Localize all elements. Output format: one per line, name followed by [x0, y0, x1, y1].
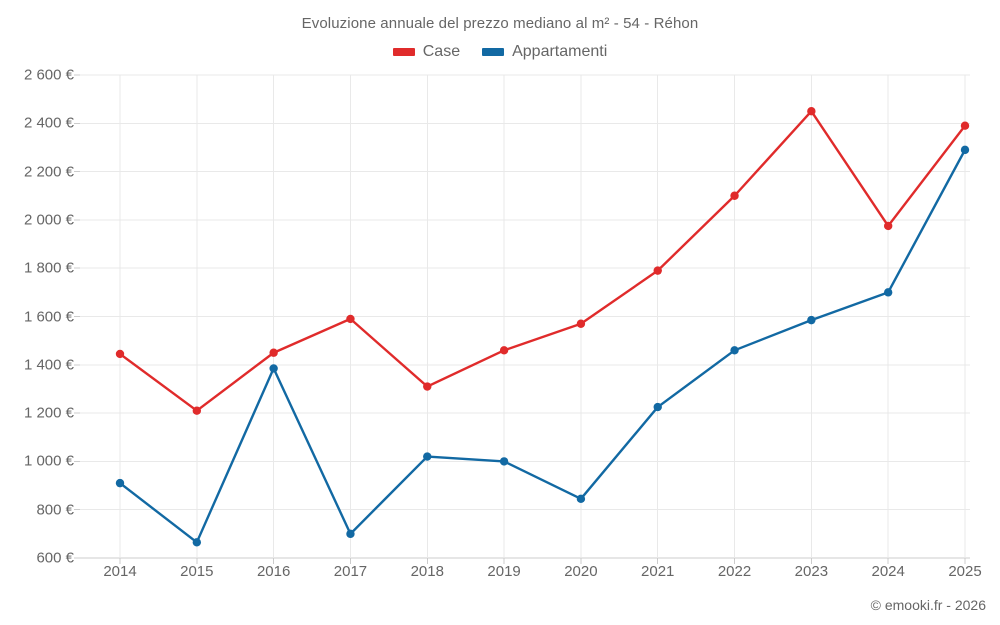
y-axis-tick-label: 2 000 € [23, 211, 74, 229]
data-point[interactable]: 2020: 1570 [576, 319, 586, 328]
x-axis-tick-label: 2020 [564, 563, 598, 580]
data-point[interactable]: 2015: 1210 [192, 406, 202, 415]
legend-swatch-appartamenti [482, 48, 505, 56]
y-axis-tick-label: 2 400 € [23, 114, 74, 132]
x-axis-tick-label: 2023 [794, 563, 829, 580]
y-axis-tick-label: 1 400 € [23, 356, 74, 374]
x-axis-tick-label: 2022 [717, 563, 752, 580]
x-axis-tick-label: 2024 [871, 563, 905, 580]
data-point[interactable]: 2021: 1225 [653, 402, 662, 412]
data-point[interactable]: 2024: 1700 [883, 288, 893, 297]
data-point[interactable]: 2016: 1385 [269, 364, 278, 373]
chart-legend: Case Appartamenti [0, 44, 1000, 60]
data-point[interactable]: 2018: 1020 [423, 452, 432, 461]
data-point[interactable]: 2022: 1460 [730, 346, 739, 355]
legend-swatch-case [392, 48, 415, 56]
y-axis-tick-label: 1 000 € [23, 452, 74, 470]
y-axis-tick-label: 1 200 € [23, 404, 74, 422]
x-axis-tick-label: 2017 [333, 563, 368, 580]
data-point[interactable]: 2014: 1445 [115, 349, 125, 359]
legend-label-appartamenti: Appartamenti [512, 43, 608, 60]
data-point[interactable]: 2022: 2100 [730, 191, 739, 200]
data-point[interactable]: 2021: 1790 [653, 266, 662, 275]
legend-item-appartamenti[interactable]: Appartamenti [482, 44, 607, 60]
data-point[interactable]: 2024: 1975 [883, 221, 893, 231]
chart-credit: © emooki.fr - 2026 [870, 597, 986, 613]
legend-label-case: Case [422, 43, 461, 60]
data-point[interactable]: 2023: 2450 [807, 107, 816, 116]
x-axis-tick-label: 2015 [180, 563, 214, 580]
data-point[interactable]: 2025: 2290 [960, 145, 970, 155]
chart-canvas: 2014: 1445 2015: 1210 2016: 1450 2017: 1590… [74, 74, 970, 564]
x-axis-tick-label: 2019 [487, 563, 521, 580]
x-axis-tick-label: 2025 [948, 563, 982, 580]
y-axis-labels: 2 600 € 2 400 € 2 200 € 2 000 € 1 800 € 1 600… [0, 67, 74, 567]
data-point[interactable]: 2023: 1585 [807, 315, 816, 325]
data-point[interactable]: 2018: 1310 [423, 382, 432, 391]
y-axis-tick-label: 1 600 € [23, 308, 74, 325]
chart-title: Evoluzione annuale del prezzo mediano al… [301, 15, 699, 32]
y-axis-tick-label: 2 600 € [23, 66, 74, 84]
x-axis-tick-label: 2014 [103, 563, 137, 580]
series-line-case [118, 110, 967, 412]
x-axis-tick-label: 2018 [410, 563, 444, 580]
data-point[interactable]: 2020: 845 [576, 494, 586, 504]
legend-item-case[interactable]: Case [392, 43, 461, 60]
y-axis-tick-label: 600 € [36, 549, 74, 567]
data-point[interactable]: 2025: 2390 [960, 121, 970, 130]
data-point[interactable]: 2017: 700 [346, 529, 355, 539]
x-axis-labels: 2014 2015 2016 2017 2018 2019 2020 2021 2022 2023… [80, 563, 981, 593]
x-axis-tick-label: 2016 [256, 563, 291, 580]
data-point[interactable]: 2015: 665 [192, 538, 202, 547]
y-axis-tick-label: 1 800 € [23, 259, 74, 277]
y-axis-tick-label: 2 200 € [23, 163, 74, 181]
plot-area: 2014: 1445 2015: 1210 2016: 1450 2017: 1590… [74, 74, 970, 564]
data-point[interactable]: 2017: 1590 [346, 314, 355, 324]
data-point[interactable]: 2014: 910 [115, 478, 125, 488]
y-axis-tick-label: 800 € [36, 501, 74, 519]
data-point[interactable]: 2016: 1450 [269, 348, 278, 357]
data-point[interactable]: 2019: 1460 [499, 346, 509, 355]
x-axis-tick-label: 2021 [641, 563, 675, 580]
series-line-appartamenti [118, 148, 967, 544]
